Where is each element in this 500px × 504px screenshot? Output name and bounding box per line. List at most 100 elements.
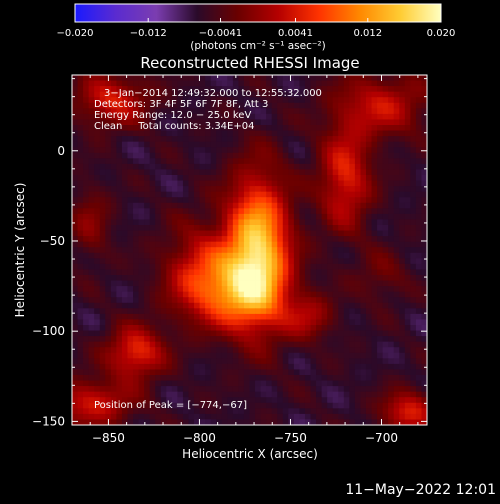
heatmap-cell bbox=[377, 147, 384, 154]
heatmap-cell bbox=[360, 125, 367, 131]
heatmap-cell bbox=[177, 169, 184, 176]
heatmap-cell bbox=[260, 391, 267, 398]
heatmap-cell bbox=[415, 413, 422, 420]
heatmap-cell bbox=[415, 319, 422, 326]
heatmap-cell bbox=[415, 80, 422, 87]
heatmap-cell bbox=[243, 386, 250, 393]
heatmap-cell bbox=[205, 402, 212, 409]
heatmap-cell bbox=[382, 80, 389, 87]
heatmap-cell bbox=[155, 269, 162, 276]
heatmap-cell bbox=[316, 397, 323, 404]
heatmap-cell bbox=[327, 75, 334, 81]
heatmap-cell bbox=[166, 286, 173, 293]
heatmap-cell bbox=[304, 325, 311, 331]
plot-frame bbox=[71, 74, 428, 426]
heatmap-cell bbox=[194, 319, 200, 326]
heatmap-cell bbox=[133, 141, 139, 148]
heatmap-cell bbox=[282, 136, 289, 143]
heatmap-cell bbox=[149, 136, 156, 143]
heatmap-cell bbox=[321, 336, 328, 343]
heatmap-cell bbox=[321, 358, 328, 365]
heatmap-cell bbox=[155, 219, 162, 226]
heatmap-cell bbox=[271, 313, 278, 320]
heatmap-cell bbox=[288, 402, 295, 409]
heatmap-cell bbox=[133, 236, 139, 243]
heatmap-cell bbox=[399, 158, 406, 165]
heatmap-cell bbox=[415, 263, 422, 270]
heatmap-cell bbox=[388, 113, 395, 120]
heatmap-cell bbox=[321, 313, 328, 320]
heatmap-cell bbox=[105, 391, 112, 398]
heatmap-cell bbox=[116, 180, 123, 187]
heatmap-cell bbox=[404, 197, 411, 204]
heatmap-cell bbox=[266, 141, 273, 148]
heatmap-cell bbox=[415, 330, 422, 337]
heatmap-cell bbox=[182, 91, 189, 98]
heatmap-cell bbox=[327, 247, 334, 254]
heatmap-cell bbox=[299, 180, 306, 187]
heatmap-cell bbox=[327, 269, 334, 276]
heatmap-cell bbox=[216, 297, 223, 304]
heatmap-cell bbox=[343, 402, 350, 409]
heatmap-cell bbox=[110, 386, 117, 393]
heatmap-cell bbox=[388, 397, 395, 404]
heatmap-cell bbox=[354, 230, 361, 237]
heatmap-cell bbox=[199, 141, 206, 148]
heatmap-cell bbox=[166, 330, 173, 337]
heatmap-cell bbox=[149, 286, 156, 293]
heatmap-cell bbox=[316, 297, 323, 304]
heatmap-cell bbox=[83, 186, 90, 193]
heatmap-cell bbox=[249, 197, 256, 204]
heatmap-cell bbox=[121, 341, 128, 348]
heatmap-cell bbox=[354, 125, 361, 131]
heatmap-cell bbox=[388, 230, 395, 237]
heatmap-cell bbox=[338, 219, 345, 226]
y-tick-label: −100 bbox=[32, 324, 65, 338]
heatmap-cell bbox=[371, 102, 378, 109]
heatmap-cell bbox=[310, 336, 317, 343]
heatmap-cell bbox=[349, 380, 356, 387]
heatmap-cell bbox=[182, 225, 189, 231]
heatmap-cell bbox=[393, 102, 400, 109]
heatmap-cell bbox=[343, 169, 350, 176]
heatmap-cell bbox=[243, 408, 250, 415]
heatmap-cell bbox=[144, 363, 151, 370]
heatmap-cell bbox=[410, 352, 417, 359]
heatmap-cell bbox=[155, 419, 162, 426]
heatmap-cell bbox=[321, 330, 328, 337]
heatmap-cell bbox=[415, 208, 422, 215]
heatmap-cell bbox=[332, 108, 339, 115]
heatmap-cell bbox=[388, 413, 395, 420]
heatmap-cell bbox=[310, 308, 317, 315]
heatmap-cell bbox=[99, 125, 106, 131]
heatmap-cell bbox=[321, 75, 328, 81]
heatmap-cell bbox=[282, 413, 289, 420]
heatmap-cell bbox=[404, 191, 411, 198]
heatmap-cell bbox=[377, 308, 384, 315]
heatmap-cell bbox=[110, 186, 117, 193]
heatmap-cell bbox=[155, 197, 162, 204]
heatmap-cell bbox=[99, 236, 106, 243]
heatmap-cell bbox=[332, 369, 339, 376]
heatmap-cell bbox=[343, 275, 350, 281]
heatmap-cell bbox=[338, 402, 345, 409]
heatmap-cell bbox=[166, 163, 173, 170]
heatmap-cell bbox=[299, 286, 306, 293]
heatmap-cell bbox=[277, 297, 284, 304]
heatmap-cell bbox=[310, 252, 317, 259]
heatmap-cell bbox=[377, 375, 384, 381]
heatmap-cell bbox=[332, 419, 339, 426]
heatmap-cell bbox=[421, 302, 428, 309]
heatmap-cell bbox=[121, 397, 128, 404]
heatmap-cell bbox=[216, 152, 223, 159]
heatmap-cell bbox=[110, 358, 117, 365]
heatmap-cell bbox=[321, 347, 328, 354]
heatmap-cell bbox=[310, 236, 317, 243]
heatmap-cell bbox=[149, 219, 156, 226]
heatmap-cell bbox=[288, 197, 295, 204]
heatmap-cell bbox=[377, 213, 384, 220]
heatmap-cell bbox=[166, 280, 173, 287]
heatmap-cell bbox=[365, 275, 372, 281]
heatmap-cell bbox=[282, 375, 289, 381]
colorbar-ticks: −0.020 −0.012 −0.0041 0.0041 0.012 0.020 bbox=[56, 18, 455, 39]
